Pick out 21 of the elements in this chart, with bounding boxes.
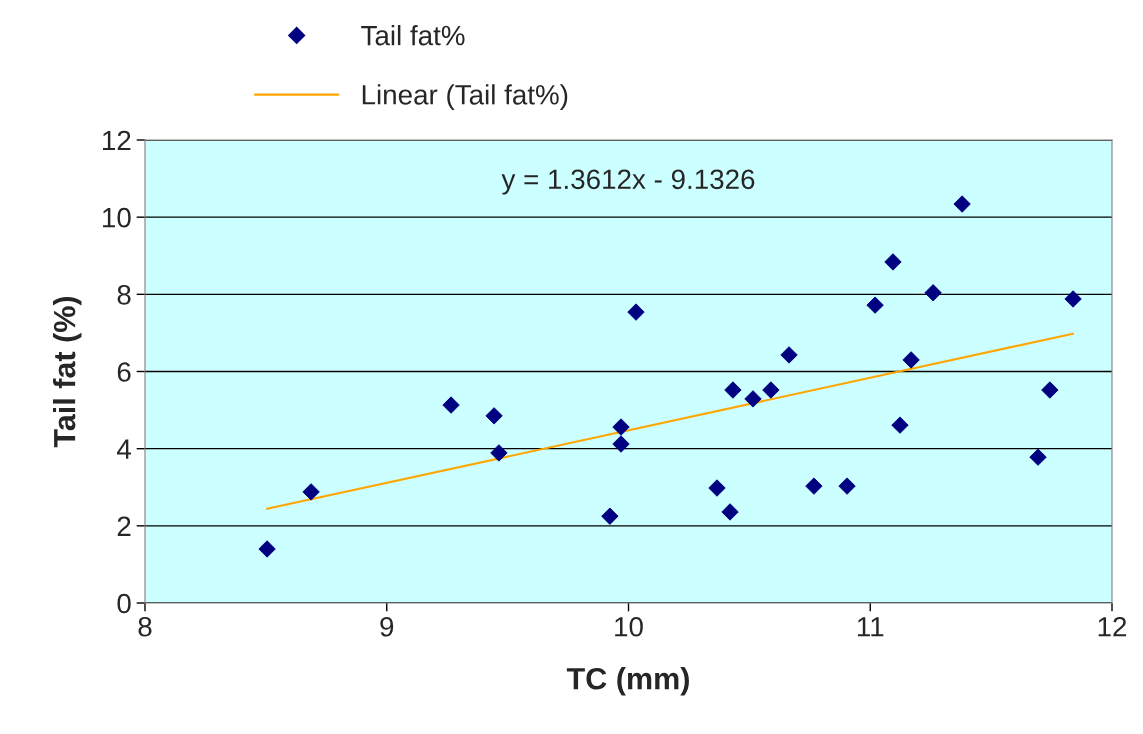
x-tick-label: 9 — [380, 616, 394, 637]
legend-label: Tail fat% — [361, 25, 465, 46]
y-tick-label: 10 — [103, 207, 131, 228]
y-tick-label: 8 — [117, 285, 131, 305]
y-tick-label: 2 — [117, 516, 131, 536]
point — [838, 477, 856, 495]
point — [612, 435, 630, 453]
point — [627, 303, 645, 321]
point — [780, 346, 798, 364]
x-tick-label: 11 — [857, 617, 884, 637]
x-axis-title: TC (mm) — [566, 667, 689, 696]
y-tick-label: 6 — [117, 362, 131, 382]
y-tick-label: 12 — [103, 130, 131, 151]
y-axis-title: Tail fat (%) — [52, 296, 82, 448]
annotation: y = 1.3612x - 9.1326 — [501, 169, 755, 195]
x-tick-label: 8 — [138, 616, 152, 637]
x-tick-label: 12 — [1098, 616, 1127, 637]
x-tick-label: 10 — [615, 616, 643, 637]
y-tick-label: 0 — [117, 593, 131, 614]
y-tick-label: 4 — [117, 439, 131, 459]
legend-label: Linear (Tail fat%) — [362, 84, 568, 111]
